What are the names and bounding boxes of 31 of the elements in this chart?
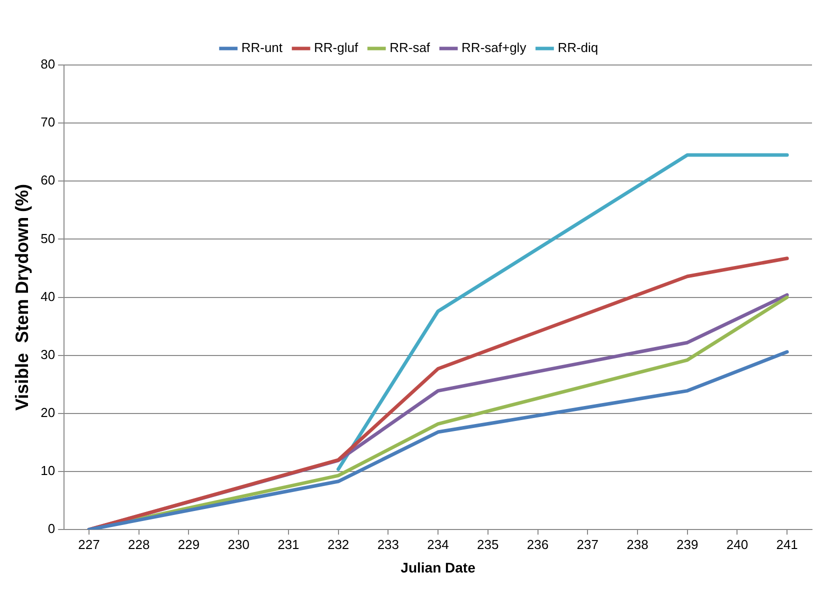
x-tick-label: 238 <box>626 536 648 552</box>
y-tick-label: 0 <box>48 521 56 536</box>
x-tick-label: 229 <box>178 536 200 552</box>
x-tick-label: 227 <box>78 536 100 552</box>
y-tick-label: 30 <box>40 346 56 362</box>
x-tick-label: 233 <box>377 536 400 552</box>
legend-label: RR-diq <box>558 40 598 56</box>
x-tick-label: 232 <box>327 536 350 552</box>
y-tick-label: 80 <box>40 56 56 72</box>
x-axis-title: Julian Date <box>400 559 476 576</box>
x-tick-label: 231 <box>278 536 300 552</box>
legend-label: RR-unt <box>241 40 283 56</box>
y-tick-label: 10 <box>40 463 56 478</box>
x-tick-label: 235 <box>477 536 499 552</box>
y-tick-label: 40 <box>40 288 56 304</box>
legend-label: RR-saf+gly <box>462 40 527 56</box>
x-tick-label: 237 <box>576 536 598 552</box>
y-axis-title: Visible Stem Drydown (%) <box>12 184 32 411</box>
legend-label: RR-saf <box>390 40 430 56</box>
x-tick-label: 241 <box>776 536 798 552</box>
x-tick-label: 239 <box>676 536 698 552</box>
x-tick-label: 230 <box>228 536 250 552</box>
y-tick-label: 60 <box>40 172 56 188</box>
x-tick-label: 240 <box>726 536 748 552</box>
y-tick-label: 70 <box>40 114 56 130</box>
x-tick-label: 234 <box>427 536 449 552</box>
x-tick-label: 228 <box>128 536 150 552</box>
legend-label: RR-gluf <box>314 40 358 56</box>
y-tick-label: 50 <box>40 230 56 246</box>
y-tick-label: 20 <box>40 405 56 420</box>
x-tick-label: 236 <box>526 536 549 552</box>
